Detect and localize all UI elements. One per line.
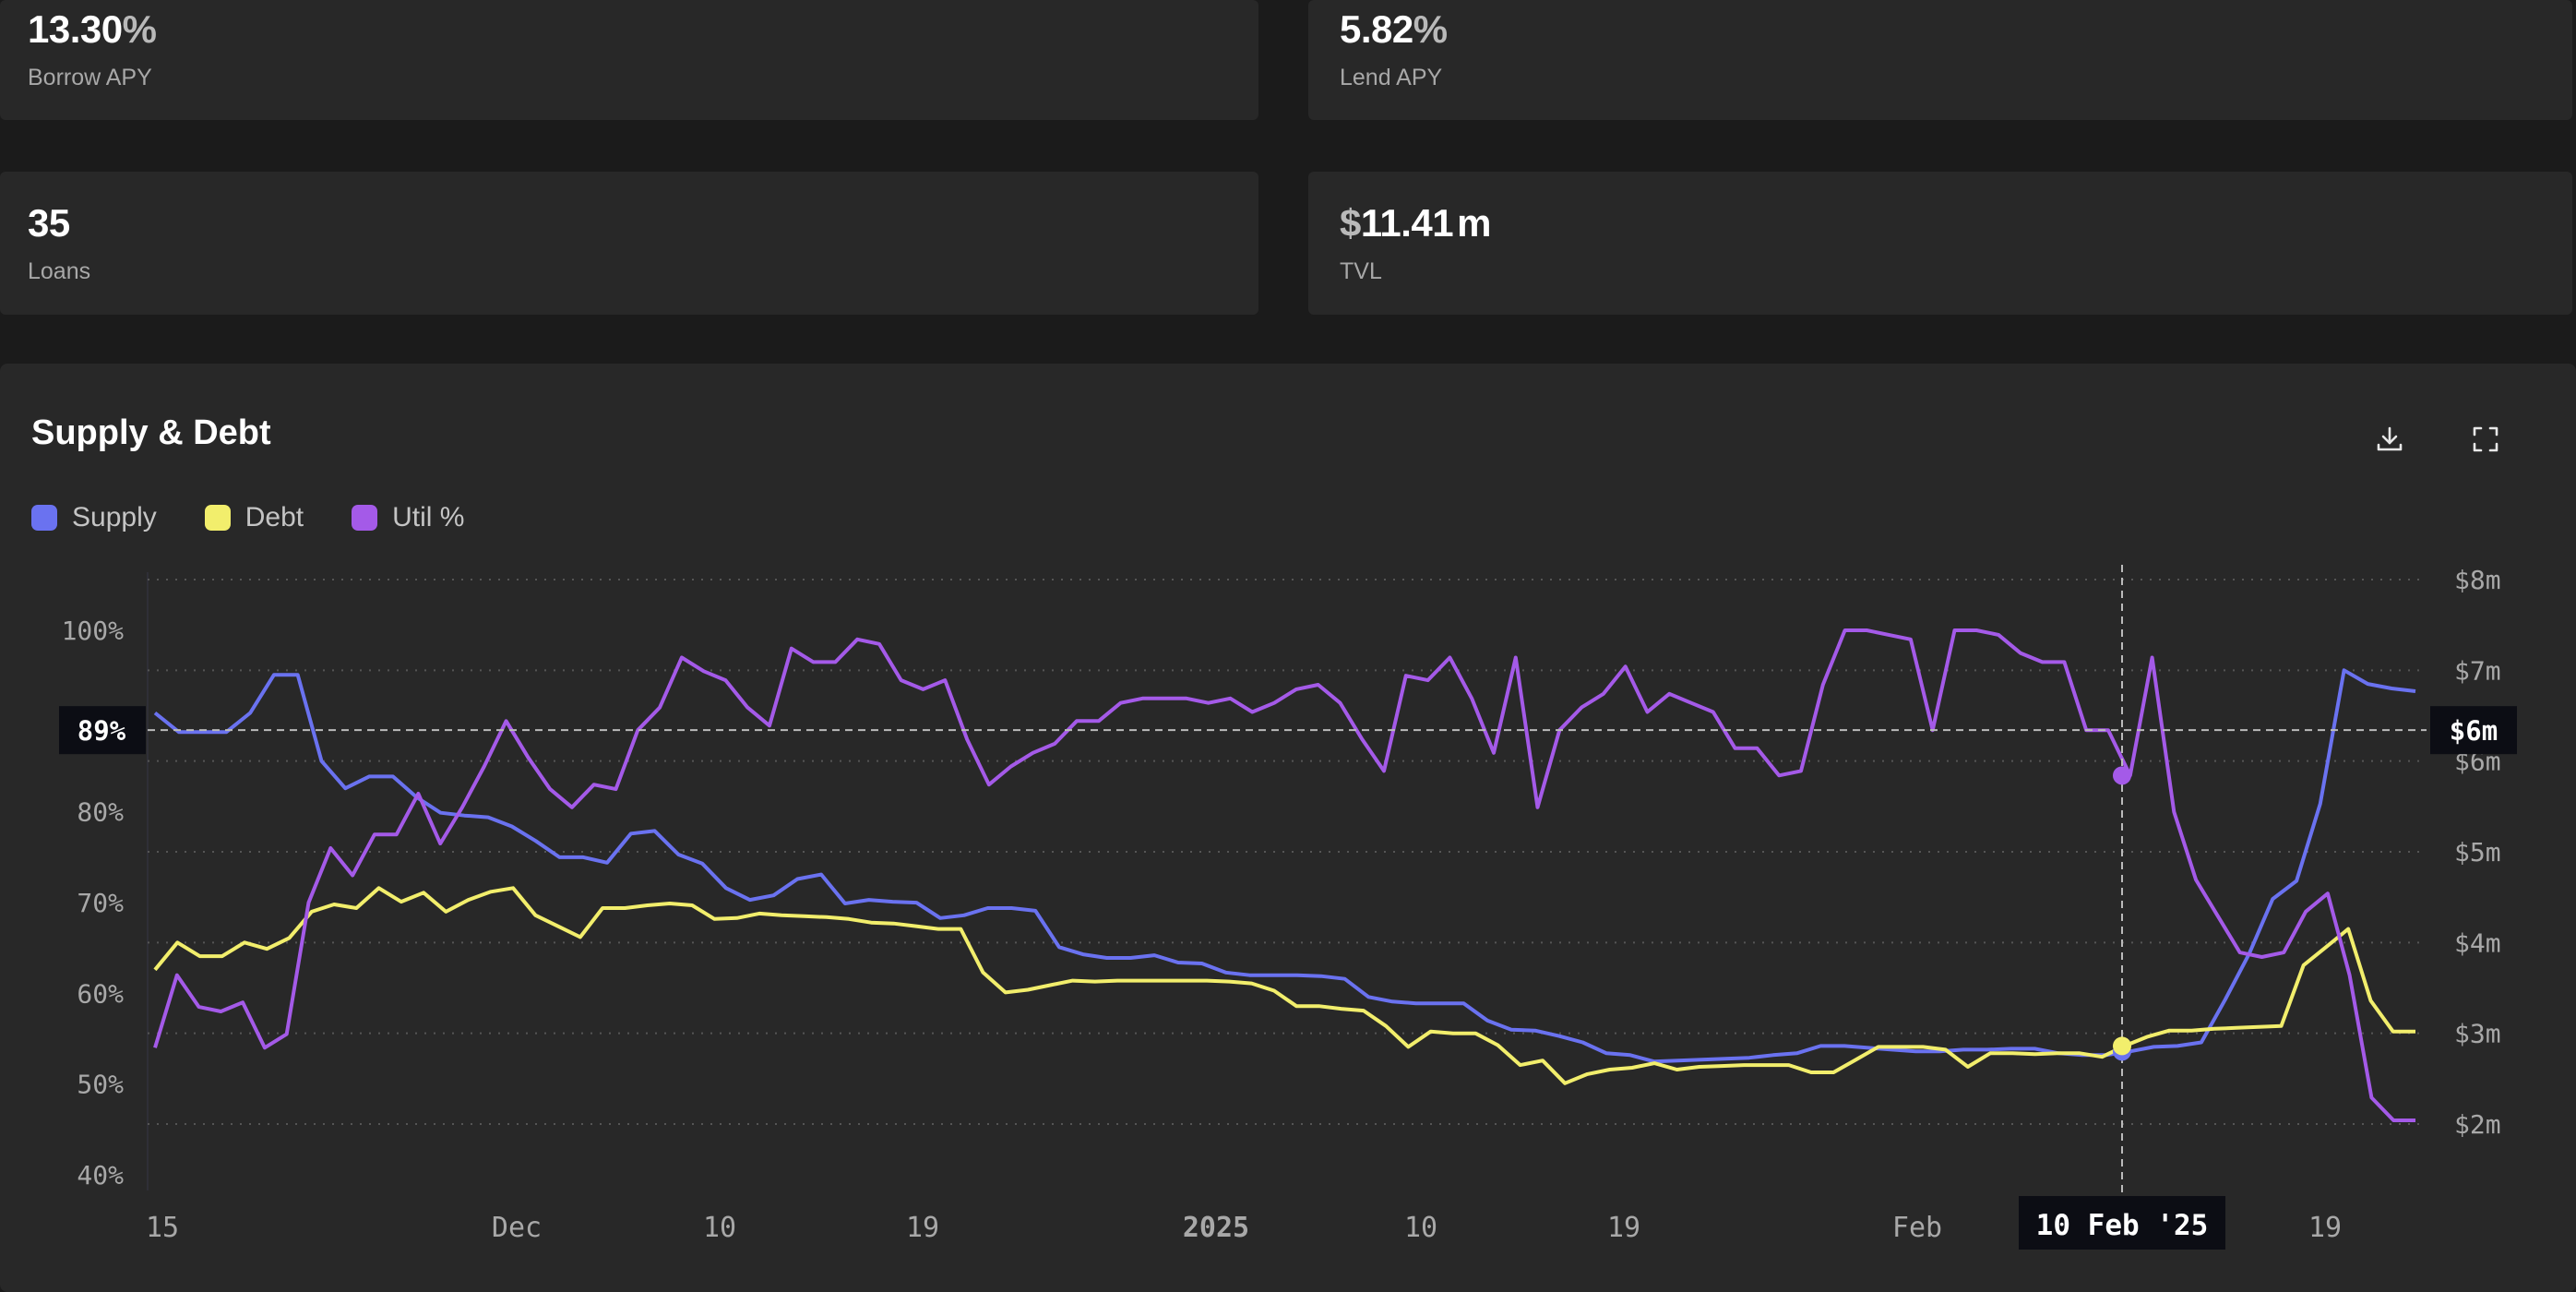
stat-unit: m [1457, 201, 1492, 245]
stat-value-lend-apy: 5.82% [1340, 7, 1448, 52]
legend-swatch-supply [31, 505, 57, 531]
legend-label: Debt [244, 502, 304, 532]
stat-label-loans: Loans [28, 258, 91, 284]
panel-title: Supply & Debt [31, 413, 271, 452]
legend-swatch-debt [204, 505, 231, 531]
stat-value-loans: 35 [28, 201, 70, 245]
download-button[interactable] [2367, 417, 2412, 461]
legend-label: Supply [72, 502, 157, 532]
legend-label: Util % [392, 502, 465, 532]
stat-number: 13.30 [28, 7, 123, 51]
stat-number: 11.41 [1360, 201, 1454, 245]
stat-unit: % [1413, 7, 1448, 51]
chart-legend: Supply Debt Util % [31, 502, 464, 533]
fullscreen-button[interactable] [2463, 417, 2508, 461]
stat-card-tvl [1308, 172, 2572, 315]
stat-label-tvl: TVL [1340, 258, 1382, 284]
stat-label-lend-apy: Lend APY [1340, 65, 1443, 90]
fullscreen-icon [2473, 426, 2498, 452]
stat-unit: % [122, 7, 157, 51]
stat-value-borrow-apy: 13.30% [28, 7, 157, 52]
download-icon [2377, 426, 2403, 451]
stat-label-borrow-apy: Borrow APY [28, 65, 152, 90]
stat-card-loans [0, 172, 1258, 315]
stat-card-lend-apy [1308, 0, 2572, 120]
legend-item-util[interactable]: Util % [352, 502, 464, 533]
stat-number: 5.82 [1340, 7, 1413, 51]
stat-value-tvl: $11.41m [1340, 201, 1492, 245]
legend-item-debt[interactable]: Debt [204, 502, 304, 533]
stat-number: 35 [28, 201, 70, 245]
legend-item-supply[interactable]: Supply [31, 502, 157, 533]
stat-prefix: $ [1340, 201, 1361, 245]
legend-swatch-util [352, 505, 378, 531]
stat-card-borrow-apy [0, 0, 1258, 120]
